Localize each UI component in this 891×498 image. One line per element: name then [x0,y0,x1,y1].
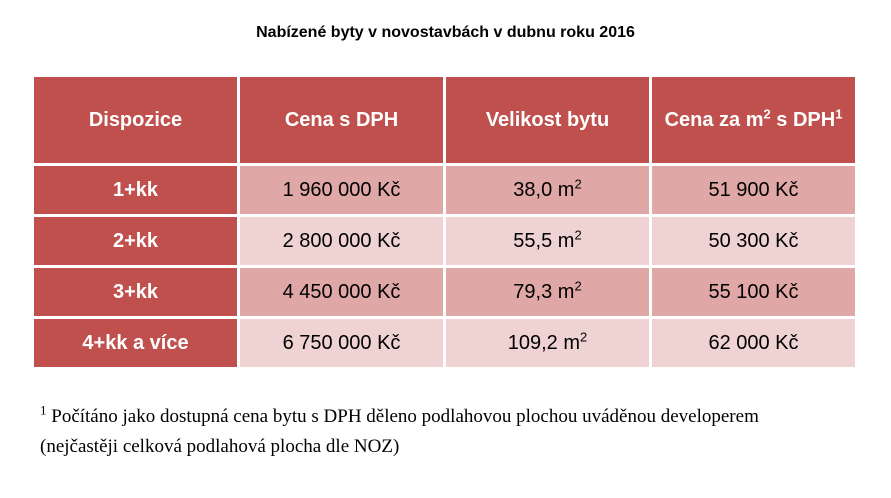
footnote-text: Počítáno jako dostupná cena bytu s DPH d… [40,406,759,457]
superscript: 2 [574,277,582,293]
header-cell: Cena za m2 s DPH1 [652,77,855,163]
footnote: 1 Počítáno jako dostupná cena bytu s DPH… [40,402,780,462]
superscript: 2 [580,328,588,344]
cell-text: 55,5 m [513,229,575,252]
table-cell: 51 900 Kč [652,166,855,214]
header-cell: Cena s DPH [240,77,443,163]
table-row: 1+kk 1 960 000 Kč 38,0 m2 51 900 Kč [34,166,855,214]
header-cell: Velikost bytu [446,77,649,163]
table-cell: 6 750 000 Kč [240,319,443,367]
row-label: 1+kk [34,166,237,214]
cell-text: 38,0 m [513,178,575,201]
superscript: 2 [574,226,582,242]
row-label: 3+kk [34,268,237,316]
row-label: 4+kk a více [34,319,237,367]
title: Nabízené byty v novostavbách v dubnu rok… [256,24,635,41]
superscript: 2 [574,175,582,191]
table-row: 3+kk 4 450 000 Kč 79,3 m2 55 100 Kč [34,268,855,316]
row-label: 2+kk [34,217,237,265]
table-cell: 62 000 Kč [652,319,855,367]
table-cell: 1 960 000 Kč [240,166,443,214]
table-cell: 55 100 Kč [652,268,855,316]
footnote-mark: 1 [40,402,47,418]
table-cell: 79,3 m2 [446,268,649,316]
superscript: 1 [835,105,843,121]
header-cell: Dispozice [34,77,237,163]
table-cell: 2 800 000 Kč [240,217,443,265]
table-cell: 38,0 m2 [446,166,649,214]
header-row: Dispozice Cena s DPH Velikost bytu Cena za … [34,77,855,163]
cell-text: 79,3 m [513,280,575,303]
table-cell: 55,5 m2 [446,217,649,265]
table: Dispozice Cena s DPH Velikost bytu Cena za … [31,74,858,370]
superscript: 2 [763,105,771,121]
table-cell: 109,2 m2 [446,319,649,367]
cell-text: Cena za m [664,108,764,131]
table-row: 4+kk a více 6 750 000 Kč 109,2 m2 62 000 Kč [34,319,855,367]
table-cell: 4 450 000 Kč [240,268,443,316]
cell-text: s DPH [770,108,836,131]
table-cell: 50 300 Kč [652,217,855,265]
cell-text: 109,2 m [507,331,581,354]
table-row: 2+kk 2 800 000 Kč 55,5 m2 50 300 Kč [34,217,855,265]
